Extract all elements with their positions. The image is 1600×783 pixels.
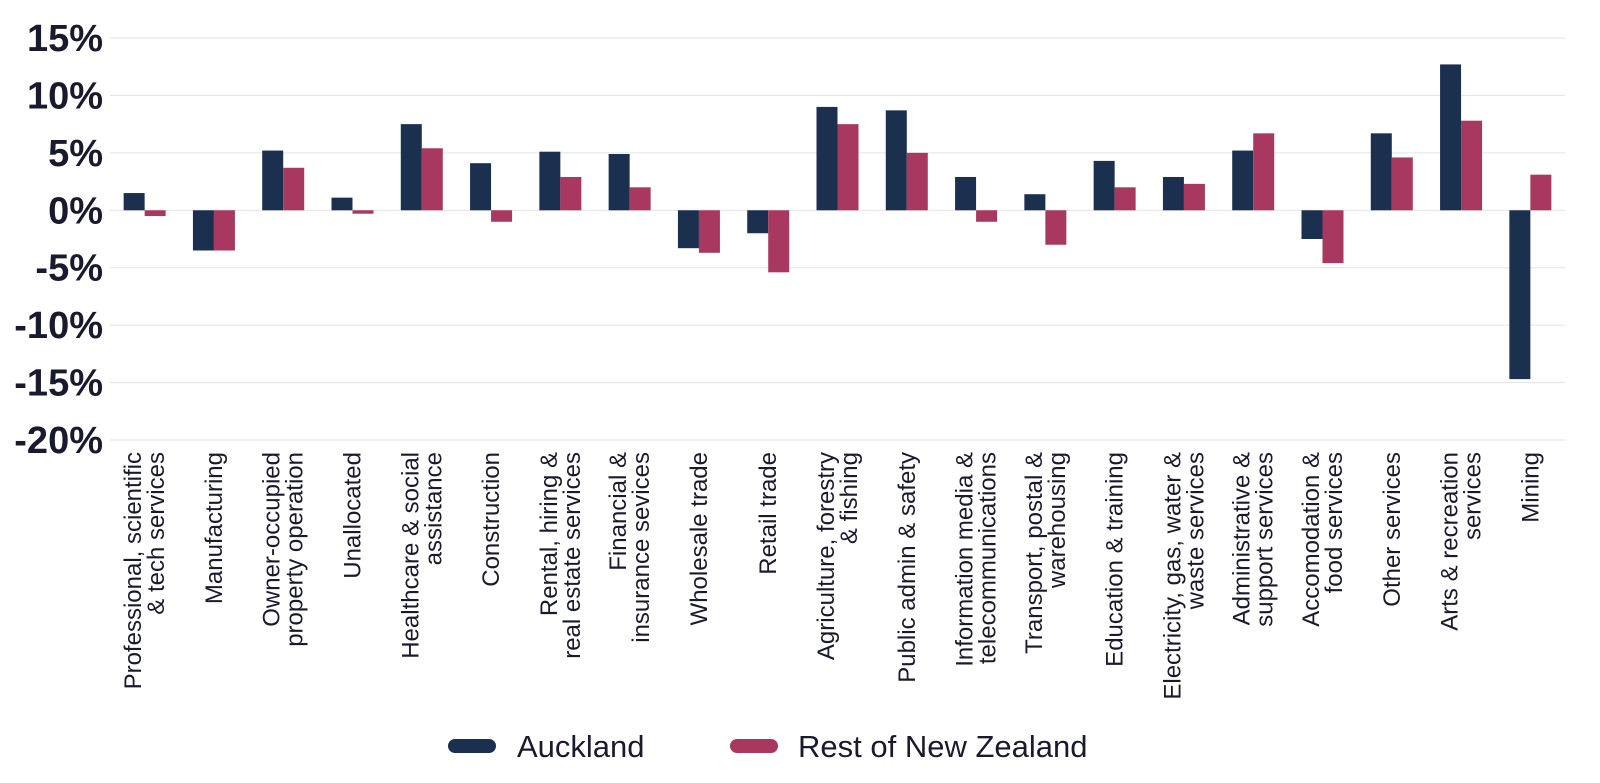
y-tick-label: 5% xyxy=(48,133,103,175)
bar-rest-of-new-zealand-administrative-support-services xyxy=(1253,133,1275,211)
x-tick-label: Manufacturing xyxy=(201,452,228,604)
legend-label-auckland: Auckland xyxy=(517,729,645,764)
bar-auckland-public-admin-safety xyxy=(885,110,907,211)
x-tick-label: Electricity, gas, water & xyxy=(1159,452,1186,700)
bar-auckland-accomodation-food-services xyxy=(1301,210,1323,239)
bar-auckland-wholesale-trade xyxy=(677,210,699,249)
x-tick-label: Accomodation & xyxy=(1298,452,1325,627)
x-tick-label: waste services xyxy=(1182,452,1209,610)
x-tick-label: Professional, scientific xyxy=(120,452,147,689)
y-tick-label: -5% xyxy=(35,248,103,290)
bar-rest-of-new-zealand-unallocated xyxy=(352,210,374,214)
bar-auckland-administrative-support-services xyxy=(1232,150,1254,211)
legend-label-rest-of-new-zealand: Rest of New Zealand xyxy=(798,729,1087,764)
bar-rest-of-new-zealand-financial-insurance-sevices xyxy=(629,187,651,211)
bar-auckland-manufacturing xyxy=(192,210,214,251)
x-tick-label: Agriculture, forestry xyxy=(813,452,840,660)
x-tick-label: food services xyxy=(1321,452,1348,593)
bar-rest-of-new-zealand-electricity-gas-water-waste-services xyxy=(1183,183,1205,211)
x-tick-label: real estate services xyxy=(559,452,586,659)
bar-rest-of-new-zealand-manufacturing xyxy=(213,210,235,251)
bar-rest-of-new-zealand-public-admin-safety xyxy=(906,152,928,211)
x-tick-label: services xyxy=(1460,452,1487,540)
bar-auckland-unallocated xyxy=(331,197,353,211)
x-tick-label: Administrative & xyxy=(1229,452,1256,625)
x-tick-label: Owner-occupied xyxy=(259,452,286,627)
bar-rest-of-new-zealand-agriculture-forestry-fishing xyxy=(837,124,859,211)
bar-rest-of-new-zealand-healthcare-social-assistance xyxy=(421,148,443,211)
y-tick-label: -15% xyxy=(14,363,103,405)
bar-auckland-transport-postal-warehousing xyxy=(1024,194,1046,211)
x-tick-label: Transport, postal & xyxy=(1021,452,1048,654)
bar-auckland-education-training xyxy=(1093,160,1115,211)
x-tick-label: Information media & xyxy=(952,452,979,667)
bar-rest-of-new-zealand-other-services xyxy=(1391,157,1413,211)
bar-auckland-mining xyxy=(1509,210,1531,380)
y-tick-label: -20% xyxy=(14,420,103,462)
x-tick-label: Unallocated xyxy=(340,452,367,579)
legend-swatch-rest-of-new-zealand xyxy=(730,739,778,753)
x-tick-label: insurance sevices xyxy=(628,452,655,643)
bar-auckland-electricity-gas-water-waste-services xyxy=(1162,176,1184,211)
legend-swatch-auckland xyxy=(448,739,496,753)
x-tick-label: Healthcare & social xyxy=(397,452,424,659)
x-tick-label: support services xyxy=(1252,452,1279,627)
bar-auckland-construction xyxy=(470,163,492,211)
bar-auckland-financial-insurance-sevices xyxy=(608,154,630,211)
bar-auckland-other-services xyxy=(1370,133,1392,211)
bar-auckland-healthcare-social-assistance xyxy=(400,124,422,211)
x-tick-label: assistance xyxy=(420,452,447,565)
x-tick-label: Arts & recreation xyxy=(1437,452,1464,631)
bar-rest-of-new-zealand-professional-scientific-tech-services xyxy=(144,210,166,217)
bar-rest-of-new-zealand-wholesale-trade xyxy=(698,210,720,253)
x-tick-label: Mining xyxy=(1517,452,1544,523)
x-tick-label: Construction xyxy=(478,452,505,587)
y-tick-label: 0% xyxy=(48,190,103,232)
bar-rest-of-new-zealand-mining xyxy=(1530,174,1552,211)
bar-rest-of-new-zealand-accomodation-food-services xyxy=(1322,210,1344,264)
bar-rest-of-new-zealand-owner-occupied-property-operation xyxy=(283,167,305,211)
y-tick-label: 10% xyxy=(27,75,103,117)
y-tick-label: 15% xyxy=(27,18,103,60)
x-tick-label: Wholesale trade xyxy=(686,452,713,625)
bar-rest-of-new-zealand-transport-postal-warehousing xyxy=(1045,210,1067,245)
bar-auckland-agriculture-forestry-fishing xyxy=(816,106,838,211)
bar-auckland-owner-occupied-property-operation xyxy=(262,150,284,211)
x-tick-label: & fishing xyxy=(836,452,863,544)
x-tick-label: warehousing xyxy=(1044,452,1071,589)
bar-rest-of-new-zealand-construction xyxy=(491,210,513,222)
bar-rest-of-new-zealand-arts-recreation-services xyxy=(1461,120,1483,211)
y-tick-label: -10% xyxy=(14,305,103,347)
x-tick-label: Financial & xyxy=(605,452,632,571)
bar-auckland-arts-recreation-services xyxy=(1440,64,1462,211)
x-tick-label: & tech services xyxy=(143,452,170,615)
bar-rest-of-new-zealand-rental-hiring-real-estate-services xyxy=(560,176,582,211)
x-tick-label: Education & training xyxy=(1102,452,1129,667)
bar-auckland-professional-scientific-tech-services xyxy=(123,193,145,211)
bar-rest-of-new-zealand-education-training xyxy=(1114,187,1136,211)
x-tick-label: Rental, hiring & xyxy=(536,452,563,616)
x-tick-label: Retail trade xyxy=(755,452,782,575)
bar-rest-of-new-zealand-retail-trade xyxy=(768,210,790,273)
x-tick-label: telecommunications xyxy=(975,452,1002,664)
x-tick-label: Public admin & safety xyxy=(894,452,921,683)
bar-auckland-retail-trade xyxy=(747,210,769,234)
bar-auckland-information-media-telecommunications xyxy=(955,176,977,211)
bar-rest-of-new-zealand-information-media-telecommunications xyxy=(976,210,998,222)
x-tick-label: property operation xyxy=(282,452,309,647)
bar-auckland-rental-hiring-real-estate-services xyxy=(539,151,561,211)
x-tick-label: Other services xyxy=(1379,452,1406,607)
